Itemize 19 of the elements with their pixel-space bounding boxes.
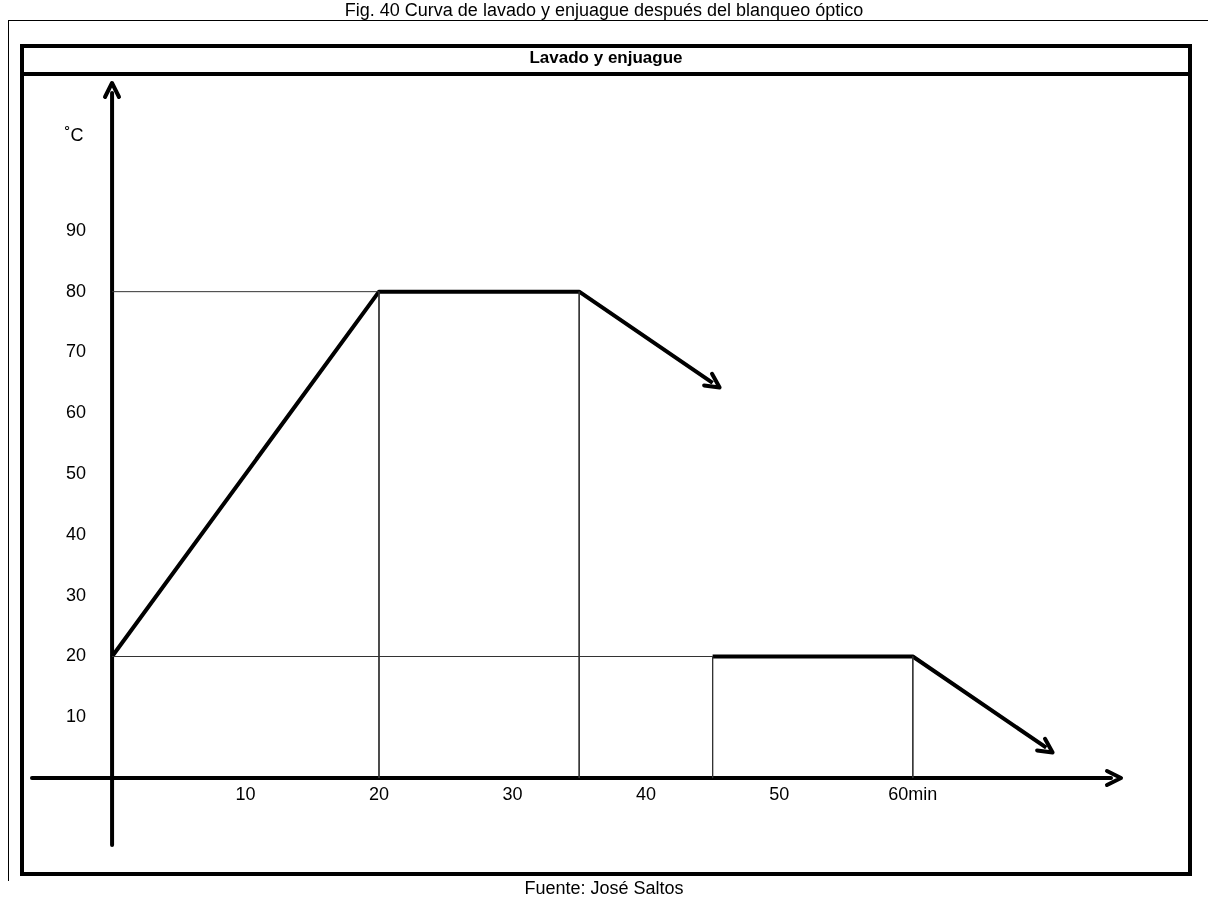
y-tick-label: 50 xyxy=(66,463,87,484)
y-tick-label: 60 xyxy=(66,402,87,423)
y-tick-label: 90 xyxy=(66,219,87,240)
x-tick-label: 50 xyxy=(769,783,790,804)
y-tick-label: 70 xyxy=(66,341,87,362)
y-tick-label: 40 xyxy=(66,523,87,544)
y-axis-title: ˚C xyxy=(64,124,84,145)
y-tick-label: 20 xyxy=(66,645,87,666)
x-tick-label: 60min xyxy=(888,783,938,804)
y-tick-label: 80 xyxy=(66,280,87,301)
chart-subtitle: Lavado y enjuague xyxy=(20,48,1192,76)
x-tick-label: 20 xyxy=(368,783,389,804)
x-tick-label: 40 xyxy=(635,783,656,804)
x-tick-label: 10 xyxy=(235,783,256,804)
source-note: Fuente: José Saltos xyxy=(523,878,685,899)
y-tick-label: 30 xyxy=(66,584,87,605)
chart-title: Fig. 40 Curva de lavado y enjuague después del blanqueo óptico xyxy=(343,0,865,21)
y-tick-label: 10 xyxy=(66,706,87,727)
x-tick-label: 30 xyxy=(502,783,523,804)
